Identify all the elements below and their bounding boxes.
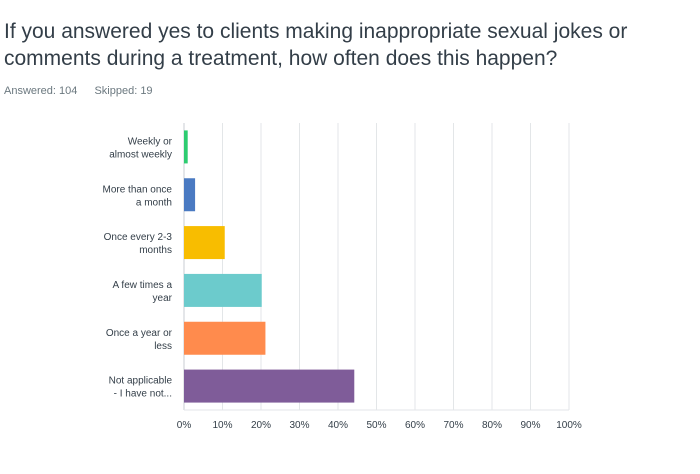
category-label: - I have not... — [114, 389, 172, 400]
category-label: Weekly or — [128, 136, 173, 147]
category-label: less — [154, 341, 172, 352]
category-label: A few times a — [113, 280, 173, 291]
x-axis-tick-labels: 0% 10% 20% 30% 40% 50% 60% 70% 80% 90% 100% — [177, 420, 582, 431]
x-tick-label: 80% — [482, 420, 502, 431]
category-label: year — [153, 293, 173, 304]
question-title: If you answered yes to clients making in… — [4, 20, 628, 70]
x-tick-label: 60% — [405, 420, 425, 431]
bar[interactable] — [184, 273, 262, 307]
bar[interactable] — [184, 226, 225, 260]
category-label: a month — [136, 197, 172, 208]
grid-lines — [183, 123, 570, 411]
skipped-count: Skipped: 19 — [94, 85, 153, 97]
category-label: months — [139, 245, 172, 256]
category-label: Once a year or — [106, 328, 173, 339]
x-tick-label: 50% — [366, 420, 386, 431]
category-label: Once every 2-3 — [104, 232, 173, 243]
x-tick-label: 10% — [212, 420, 232, 431]
category-label: almost weekly — [109, 149, 172, 160]
category-label: More than once — [103, 184, 173, 195]
x-tick-label: 90% — [520, 420, 540, 431]
x-tick-label: 100% — [556, 420, 582, 431]
bar[interactable] — [184, 321, 266, 355]
answered-count: Answered: 104 — [4, 85, 78, 97]
bars — [184, 130, 355, 403]
x-tick-label: 0% — [177, 420, 192, 431]
category-label: Not applicable — [109, 376, 173, 387]
x-tick-label: 40% — [328, 420, 348, 431]
x-tick-label: 30% — [289, 420, 309, 431]
bar[interactable] — [184, 130, 188, 164]
bar[interactable] — [184, 369, 355, 403]
x-tick-label: 70% — [443, 420, 463, 431]
bar[interactable] — [184, 178, 196, 212]
category-labels: Weekly or almost weekly More than once a mo… — [103, 136, 173, 399]
x-tick-label: 20% — [251, 420, 271, 431]
response-stats: Answered: 104 Skipped: 19 — [4, 85, 167, 97]
